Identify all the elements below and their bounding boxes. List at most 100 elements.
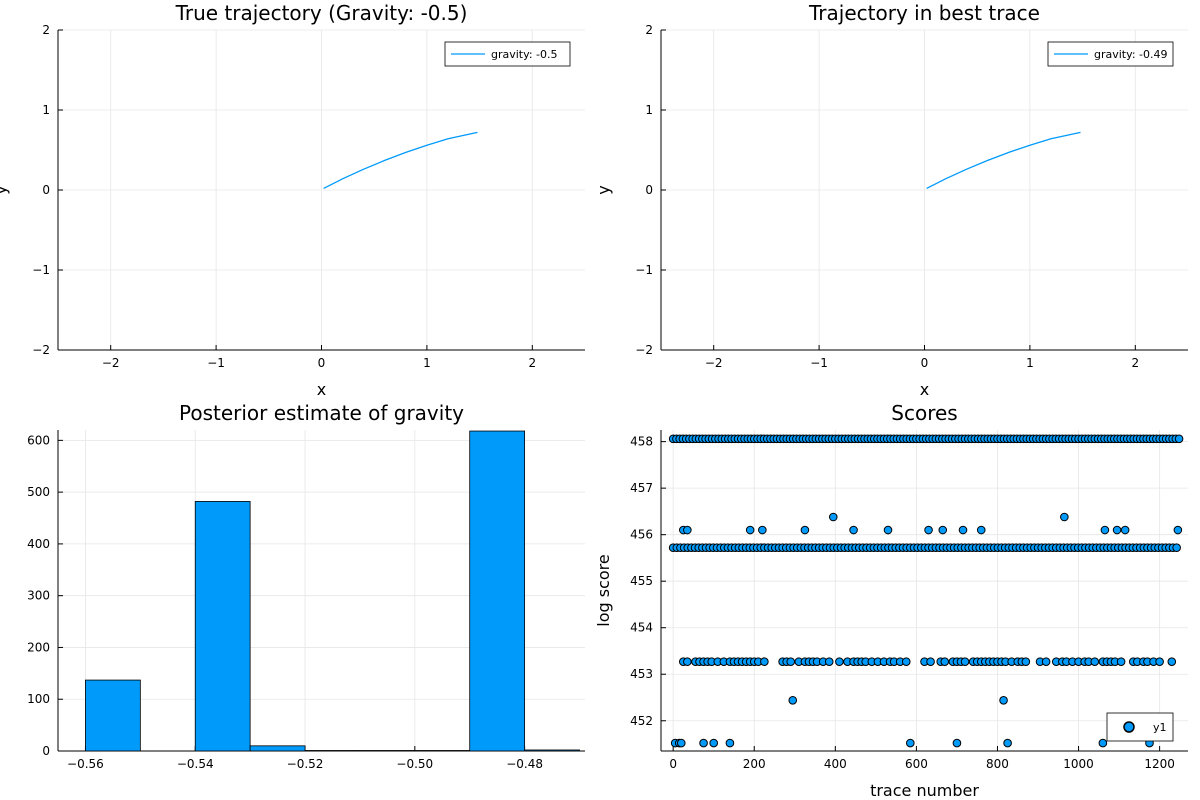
x-tick-label: −2 — [705, 356, 723, 370]
x-tick-label: −0.52 — [287, 757, 324, 771]
histogram-bar — [249, 745, 306, 751]
scatter-point — [906, 738, 915, 748]
plot-area — [926, 131, 1081, 189]
scatter-point — [758, 525, 767, 535]
scatter-point — [1060, 512, 1069, 522]
x-tick-label: −2 — [102, 356, 120, 370]
chart-panel-2: −2 −1 0 1 2 −2 −1 0 1 2 Trajectory in best trace x y… — [594, 1, 1188, 399]
scatter-point — [938, 525, 948, 535]
legend-label: gravity: -0.5 — [491, 48, 558, 61]
x-tick-label: 0 — [318, 356, 326, 370]
x-tick-label: 600 — [905, 757, 928, 771]
scatter-point — [1116, 657, 1126, 666]
x-tick-label: −0.54 — [177, 757, 214, 771]
scatter-point — [952, 738, 962, 748]
histogram-bar — [359, 750, 416, 751]
legend-label: gravity: -0.49 — [1094, 48, 1168, 61]
y-tick-label: 456 — [630, 528, 653, 542]
x-tick-label: 400 — [824, 757, 847, 771]
legend-marker-swatch — [1123, 721, 1135, 733]
chart-panel-1: −2 −1 0 1 2 −2 −1 0 1 2 True trajectory (Gravity: … — [0, 1, 585, 399]
y-tick-label: 200 — [27, 640, 50, 654]
y-tick-label: 454 — [630, 621, 653, 635]
scatter-point — [683, 657, 692, 666]
scatter-point — [786, 657, 796, 666]
y-tick-label: −1 — [32, 263, 50, 277]
y-tick-label: 452 — [630, 714, 653, 728]
x-tick-label: 0 — [669, 757, 677, 771]
y-tick-label: 1 — [645, 103, 653, 117]
scatter-point — [1100, 525, 1110, 535]
y-tick-label: 100 — [27, 692, 50, 706]
y-tick-label: −1 — [635, 263, 653, 277]
legend: gravity: -0.5 — [444, 41, 571, 67]
x-axis-label: x — [317, 380, 326, 399]
y-tick-label: 2 — [42, 23, 50, 37]
scatter-point — [1098, 738, 1108, 748]
scatter-point — [1172, 543, 1181, 553]
histogram-bar — [194, 501, 251, 751]
scatter-point — [745, 525, 755, 535]
series-line — [926, 131, 1081, 189]
scatter-point — [788, 695, 798, 705]
legend-label: y1 — [1153, 721, 1167, 734]
scatter-point — [1174, 434, 1184, 444]
y-tick-label: 600 — [27, 433, 50, 447]
series-line — [323, 131, 478, 189]
y-axis-label: y — [594, 185, 613, 194]
scatter-point — [676, 738, 686, 748]
histogram-bar — [469, 430, 526, 751]
y-tick-label: 457 — [630, 481, 653, 495]
scatter-point — [926, 657, 935, 666]
scatter-point — [1090, 657, 1100, 666]
y-tick-label: 458 — [630, 435, 653, 449]
chart-title: Posterior estimate of gravity — [179, 401, 464, 425]
plot-area — [668, 434, 1184, 748]
y-tick-label: 400 — [27, 537, 50, 551]
scatter-point — [1167, 657, 1177, 666]
x-axis-label: trace number — [870, 781, 979, 800]
x-tick-label: 800 — [986, 757, 1009, 771]
scatter-point — [824, 657, 834, 666]
chart-panel-3: −0.56 −0.54 −0.52 −0.50 −0.48 0 100 200 300 400 50… — [27, 401, 585, 771]
y-tick-label: 0 — [42, 183, 50, 197]
scatter-point — [1003, 738, 1012, 748]
y-tick-label: −2 — [635, 343, 653, 357]
x-tick-label: −1 — [207, 356, 225, 370]
y-tick-label: 0 — [645, 183, 653, 197]
y-tick-label: 2 — [645, 23, 653, 37]
y-tick-label: 300 — [27, 589, 50, 603]
x-axis-label: x — [920, 380, 929, 399]
chart-title: Trajectory in best trace — [808, 1, 1040, 25]
scatter-point — [976, 525, 986, 535]
x-tick-label: 1200 — [1144, 757, 1175, 771]
y-tick-label: −2 — [32, 343, 50, 357]
scatter-point — [725, 738, 735, 748]
scatter-point — [835, 657, 844, 666]
scatter-point — [901, 657, 911, 666]
x-tick-label: 1 — [1026, 356, 1034, 370]
scatter-point — [1021, 657, 1031, 666]
scatter-point — [1120, 525, 1130, 535]
scatter-point — [883, 525, 893, 535]
chart-title: True trajectory (Gravity: -0.5) — [175, 1, 468, 25]
legend: y1 — [1106, 712, 1174, 742]
scatter-point — [828, 512, 838, 522]
scatter-point — [1173, 525, 1183, 535]
y-tick-label: 453 — [630, 667, 653, 681]
scatter-point — [800, 525, 810, 535]
x-tick-label: −0.48 — [506, 757, 543, 771]
histogram-bar — [304, 750, 361, 751]
histogram-bar — [414, 750, 471, 751]
x-tick-label: 200 — [743, 757, 766, 771]
x-tick-label: −0.50 — [396, 757, 433, 771]
chart-title: Scores — [891, 401, 957, 425]
scatter-point — [960, 657, 970, 666]
x-tick-label: 1 — [423, 356, 431, 370]
y-tick-label: 455 — [630, 574, 653, 588]
scatter-point — [924, 525, 933, 535]
y-tick-label: 1 — [42, 103, 50, 117]
scatter-point — [940, 657, 950, 666]
histogram-bar — [85, 679, 141, 751]
